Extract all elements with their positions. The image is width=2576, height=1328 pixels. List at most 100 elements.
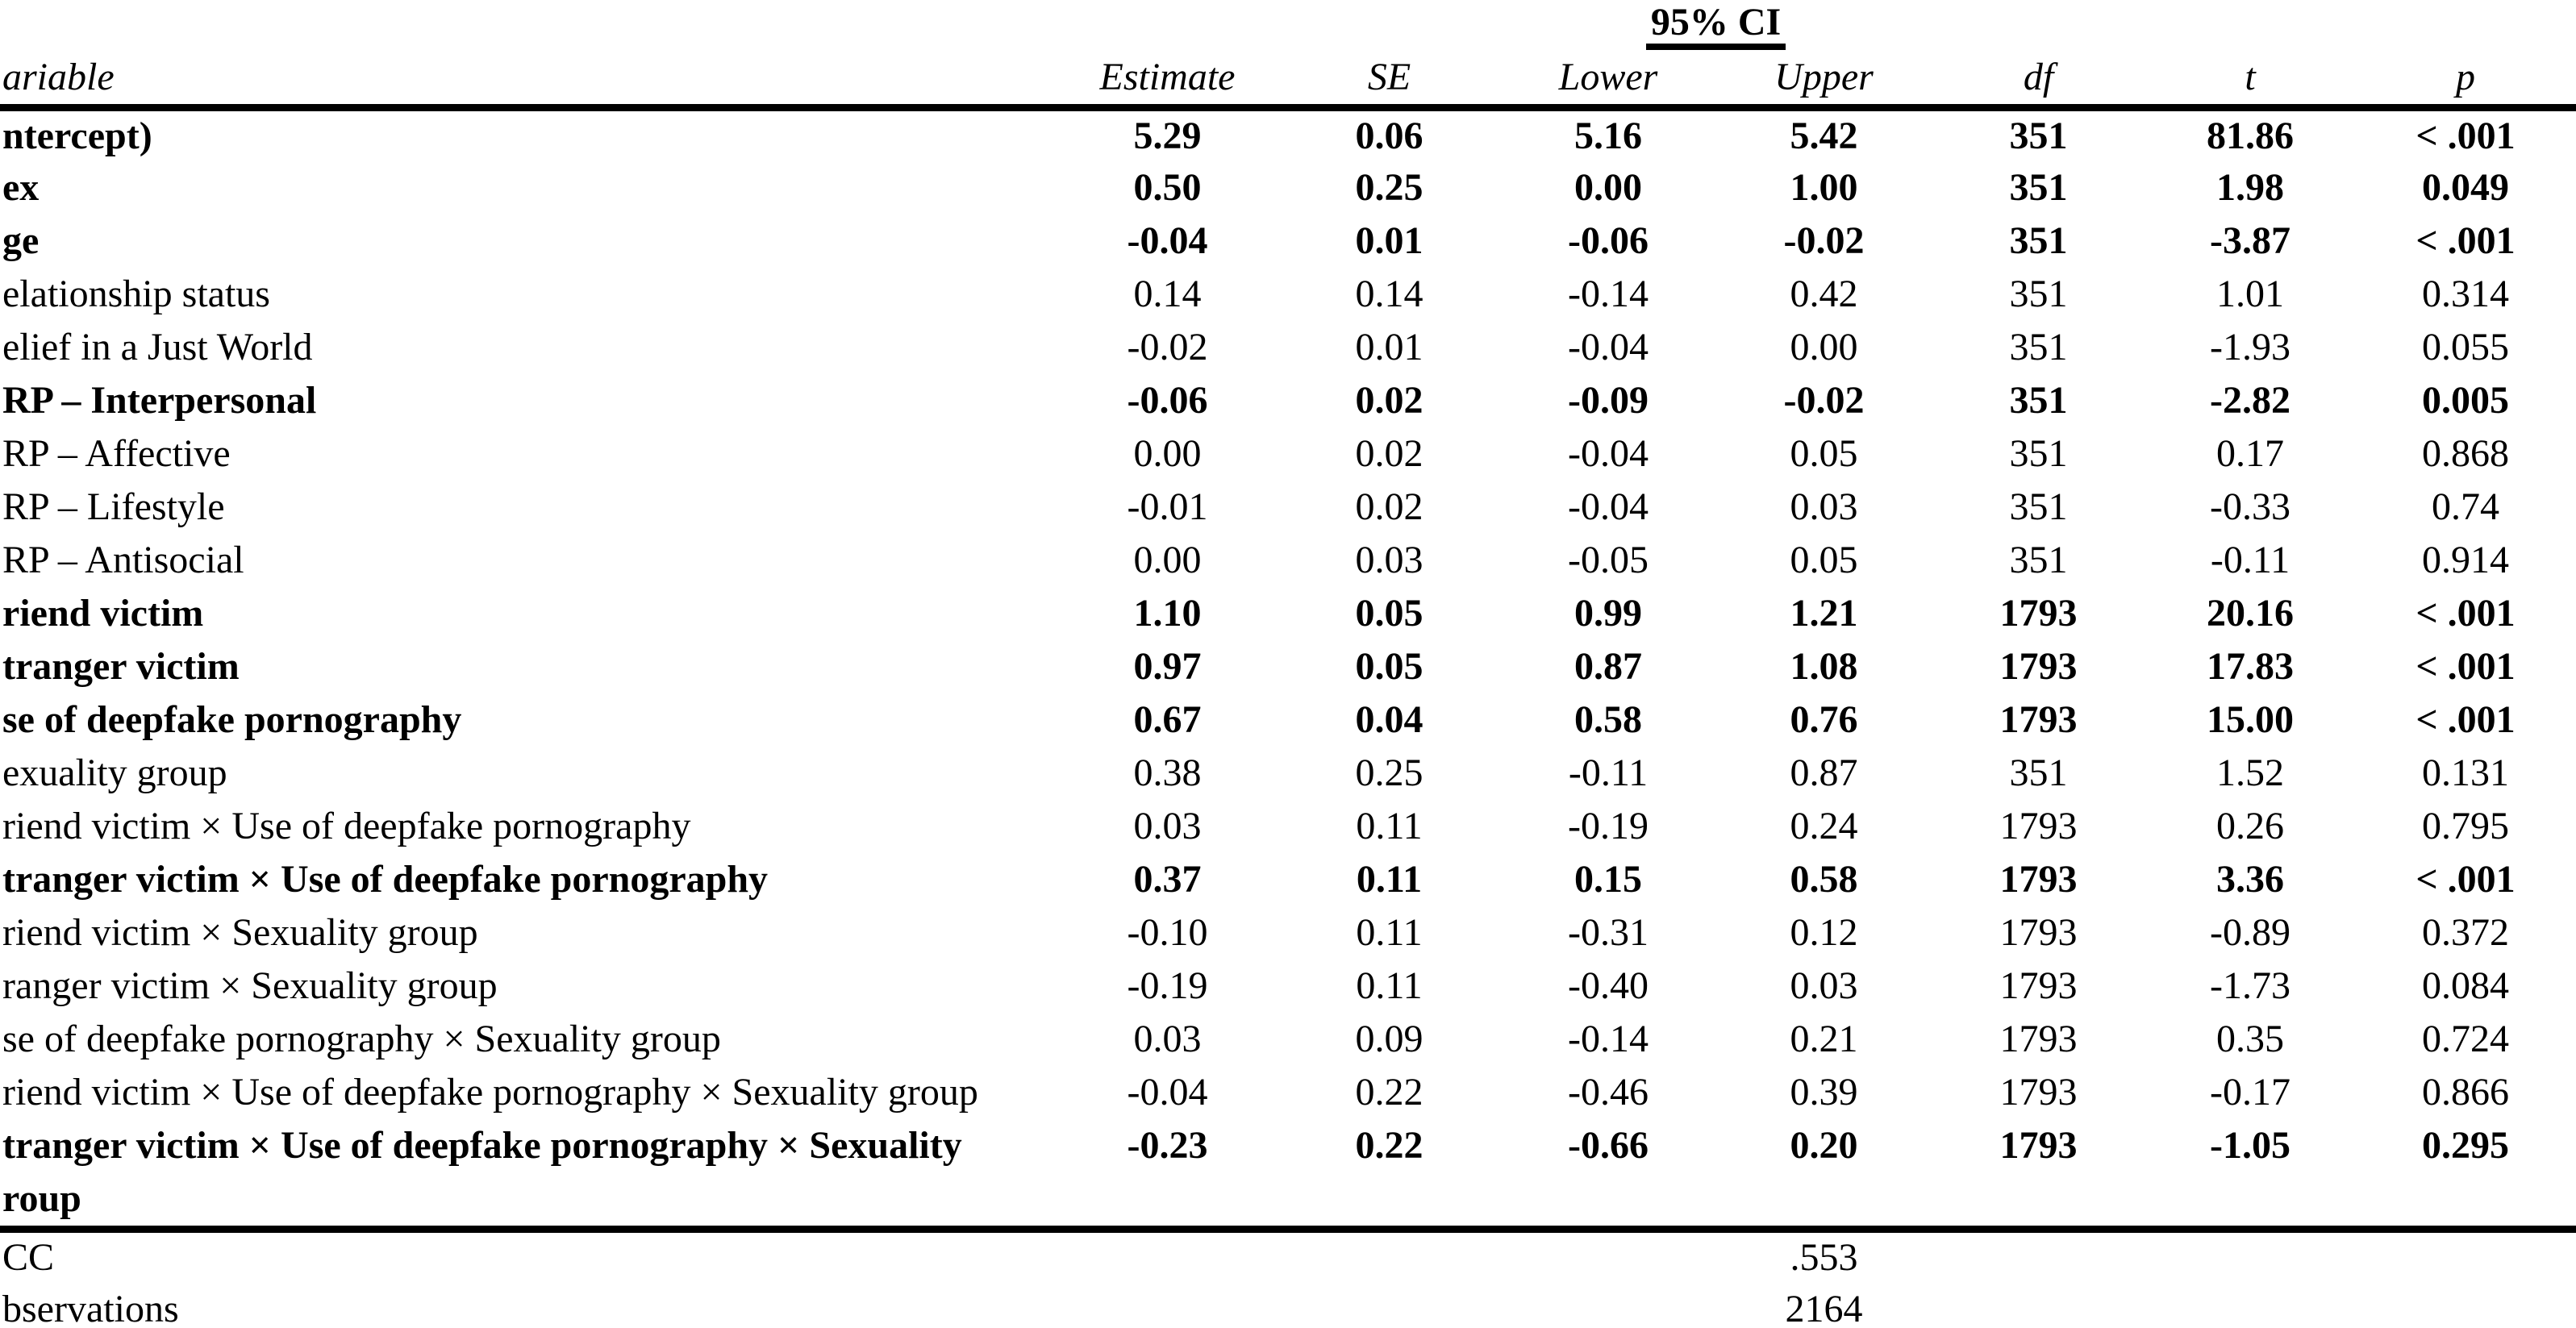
t-cell: 3.36 [2216, 858, 2284, 901]
df-cell: 1793 [1999, 805, 2078, 847]
ci-lower-cell: -0.66 [1568, 1123, 1649, 1167]
df-cell: 351 [2009, 751, 2068, 794]
t-cell: 1.01 [2216, 273, 2284, 315]
t-cell: -0.33 [2210, 485, 2290, 528]
empty-cell [1278, 1282, 1500, 1328]
table-header: 95% CI ariable Estimate SE Lower Upper d… [0, 0, 2576, 111]
estimate-cell: 0.50 [1133, 166, 1202, 209]
estimate-cell: 0.00 [1133, 432, 1202, 475]
variable-label: RP – Lifestyle [2, 485, 225, 528]
df-cell: 1793 [1999, 592, 2078, 635]
ci-lower-cell: 0.99 [1574, 592, 1642, 635]
estimate-cell: -0.06 [1127, 379, 1208, 422]
table-row: riend victim × Sexuality group -0.10 0.11 -… [0, 906, 2576, 960]
se-cell: 0.06 [1355, 114, 1423, 158]
variable-label: tranger victim × Use of deepfake pornogr… [2, 1123, 962, 1220]
variable-label: RP – Affective [2, 432, 231, 475]
ci-upper-cell: 1.00 [1790, 166, 1858, 209]
ci-lower-cell: -0.05 [1568, 539, 1649, 581]
p-cell: 0.084 [2422, 964, 2509, 1007]
table-row: RP – Affective 0.00 0.02 -0.04 0.05 351 0.17 0.… [0, 427, 2576, 481]
p-cell: < .001 [2416, 858, 2516, 901]
column-header-estimate: Estimate [1057, 50, 1278, 111]
ci-upper-cell: -0.02 [1783, 379, 1865, 422]
df-cell: 1793 [1999, 698, 2078, 741]
variable-label: tranger victim × Use of deepfake pornogr… [2, 858, 769, 901]
p-cell: 0.131 [2422, 751, 2509, 794]
se-cell: 0.11 [1356, 964, 1423, 1007]
column-header-t: t [2145, 50, 2355, 111]
se-cell: 0.09 [1355, 1018, 1423, 1060]
table-row: RP – Interpersonal -0.06 0.02 -0.09 -0.02 351… [0, 374, 2576, 427]
p-cell: 0.724 [2422, 1018, 2509, 1060]
variable-label: ranger victim × Sexuality group [2, 964, 498, 1007]
table-row: riend victim × Use of deepfake pornograp… [0, 1066, 2576, 1119]
t-cell: 1.98 [2216, 166, 2284, 209]
ci-lower-cell: -0.46 [1568, 1071, 1649, 1114]
estimate-cell: -0.01 [1127, 485, 1208, 528]
table-body: ntercept) 5.29 0.06 5.16 5.42 351 81.86 < .001 e… [0, 108, 2576, 1230]
df-cell: 1793 [1999, 964, 2078, 1007]
t-cell: -1.73 [2210, 964, 2290, 1007]
p-cell: < .001 [2416, 645, 2516, 688]
ci-upper-cell: 0.24 [1790, 805, 1858, 847]
df-cell: 1793 [1999, 1123, 2078, 1167]
variable-label-line2: roup [2, 1176, 81, 1220]
column-header-variable: ariable [0, 50, 1057, 111]
t-cell: -2.82 [2210, 379, 2290, 422]
p-cell: 0.049 [2422, 166, 2509, 209]
variable-label: elationship status [2, 273, 270, 315]
table-row: se of deepfake pornography × Sexuality g… [0, 1013, 2576, 1066]
df-cell: 1793 [1999, 645, 2078, 688]
ci-upper-cell: 0.39 [1790, 1071, 1858, 1114]
variable-label: ntercept) [2, 114, 152, 158]
table-row: riend victim × Use of deepfake pornograp… [0, 800, 2576, 853]
table-row: tranger victim 0.97 0.05 0.87 1.08 1793 17.83 <… [0, 640, 2576, 693]
estimate-cell: 0.38 [1133, 751, 1202, 794]
table-footer-row: CC .553 [0, 1225, 2576, 1282]
variable-label: se of deepfake pornography [2, 698, 462, 741]
t-cell: 0.35 [2216, 1018, 2284, 1060]
t-cell: -3.87 [2210, 219, 2290, 262]
estimate-cell: -0.23 [1127, 1123, 1208, 1167]
estimate-cell: 1.10 [1133, 592, 1202, 635]
se-cell: 0.02 [1355, 379, 1423, 422]
ci-lower-cell: -0.14 [1568, 273, 1649, 315]
se-cell: 0.01 [1355, 326, 1423, 368]
df-cell: 351 [2009, 219, 2068, 262]
empty-cell [1500, 1225, 1716, 1282]
t-cell: 15.00 [2207, 698, 2294, 741]
table-row: RP – Lifestyle -0.01 0.02 -0.04 0.03 351 -0.33… [0, 481, 2576, 534]
se-cell: 0.11 [1356, 858, 1423, 901]
ci-upper-cell: 0.42 [1790, 273, 1858, 315]
variable-label: ex [2, 166, 40, 209]
p-cell: 0.055 [2422, 326, 2509, 368]
t-cell: -0.11 [2210, 539, 2290, 581]
table-row: tranger victim × Use of deepfake pornogr… [0, 1119, 2576, 1230]
estimate-cell: -0.04 [1127, 1071, 1208, 1114]
t-cell: 0.17 [2216, 432, 2284, 475]
ci-upper-cell: 0.58 [1790, 858, 1858, 901]
column-header-df: df [1932, 50, 2145, 111]
t-cell: 17.83 [2207, 645, 2294, 688]
t-cell: 1.52 [2216, 751, 2284, 794]
variable-label: RP – Antisocial [2, 539, 244, 581]
column-header-p: p [2355, 50, 2576, 111]
table-row: se of deepfake pornography 0.67 0.04 0.58 0.… [0, 693, 2576, 747]
ci-upper-cell: 0.12 [1790, 911, 1858, 954]
ci-upper-cell: 0.05 [1790, 539, 1858, 581]
table-row: ntercept) 5.29 0.06 5.16 5.42 351 81.86 < .001 [0, 108, 2576, 161]
se-cell: 0.05 [1355, 592, 1423, 635]
estimate-cell: 0.37 [1133, 858, 1202, 901]
ci-lower-cell: -0.19 [1568, 805, 1649, 847]
p-cell: 0.74 [2432, 485, 2499, 528]
estimate-cell: 0.14 [1133, 273, 1202, 315]
p-cell: < .001 [2416, 219, 2516, 262]
estimate-cell: 0.03 [1133, 805, 1202, 847]
t-cell: -0.89 [2210, 911, 2290, 954]
ci-lower-cell: 0.58 [1574, 698, 1642, 741]
footer-value: .553 [1716, 1225, 1932, 1282]
ci-lower-cell: -0.14 [1568, 1018, 1649, 1060]
df-cell: 351 [2009, 539, 2068, 581]
variable-label: tranger victim [2, 645, 240, 688]
